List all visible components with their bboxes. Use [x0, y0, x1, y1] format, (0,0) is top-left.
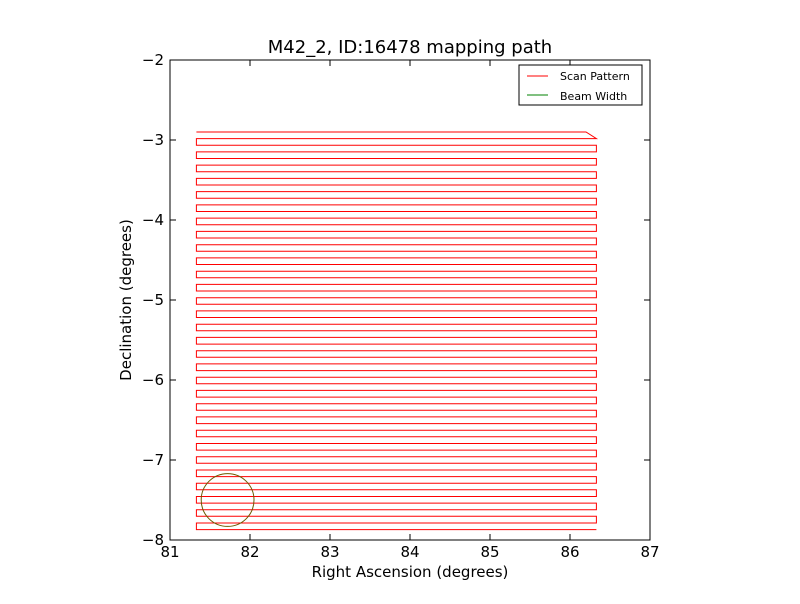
- y-tick-label: −7: [142, 451, 164, 469]
- x-tick-label: 82: [240, 543, 259, 561]
- y-tick-label: −6: [142, 371, 164, 389]
- x-tick-label: 83: [320, 543, 339, 561]
- y-tick-label: −3: [142, 131, 164, 149]
- legend-box: [518, 64, 643, 106]
- x-tick-label: 81: [160, 543, 179, 561]
- y-tick-label: −4: [142, 211, 164, 229]
- x-tick-label: 87: [640, 543, 659, 561]
- x-axis-label: Right Ascension (degrees): [312, 563, 509, 581]
- x-tick-label: 85: [480, 543, 499, 561]
- scan-pattern-path: [195, 131, 599, 531]
- beam-width-circle: [200, 473, 255, 527]
- y-tick-label: −8: [142, 531, 164, 549]
- x-tick-label: 84: [400, 543, 419, 561]
- y-axis-label: Declination (degrees): [117, 219, 135, 381]
- legend-label-beam-width: Beam Width: [560, 90, 627, 103]
- plot-area: [195, 131, 599, 531]
- y-tick-label: −2: [142, 51, 164, 69]
- legend: Scan Pattern Beam Width: [518, 64, 643, 106]
- x-tick-label: 86: [560, 543, 579, 561]
- legend-label-scan-pattern: Scan Pattern: [560, 70, 630, 83]
- y-tick-label: −5: [142, 291, 164, 309]
- chart-title: M42_2, ID:16478 mapping path: [268, 37, 552, 58]
- axis-ticks: 81 82 83 84 85 86 87 −2 −3 −4 −5 −6 −7 −8: [142, 51, 660, 561]
